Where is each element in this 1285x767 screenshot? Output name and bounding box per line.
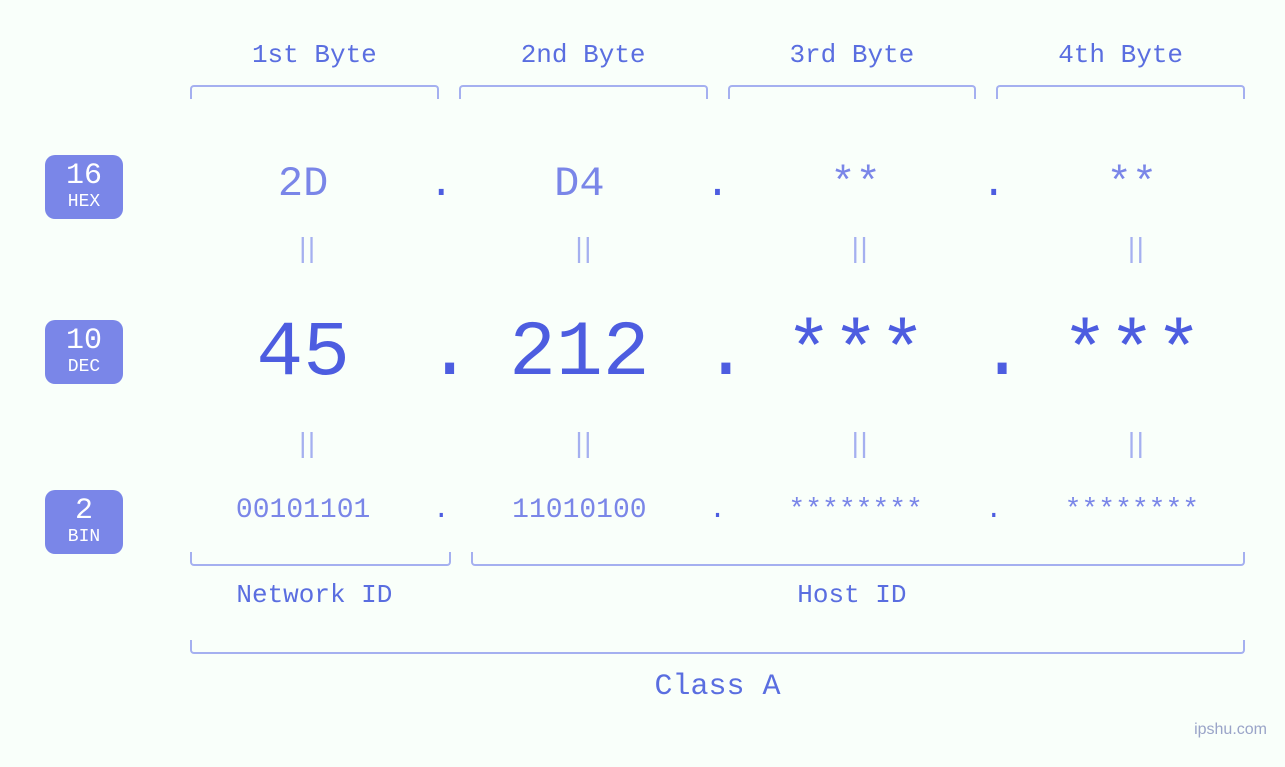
- hex-row: 2D . D4 . ** . **: [180, 160, 1255, 208]
- hex-byte-3: **: [733, 160, 979, 208]
- equals-icon: ||: [180, 430, 426, 461]
- dec-byte-2: 212: [456, 310, 702, 398]
- base-badge-dec: 10 DEC: [45, 320, 123, 384]
- bracket-icon: [190, 640, 1245, 654]
- dot-separator: .: [426, 495, 456, 526]
- dec-row: 45 . 212 . *** . ***: [180, 310, 1255, 398]
- host-id-label: Host ID: [449, 580, 1255, 610]
- equals-icon: ||: [180, 235, 426, 266]
- id-brackets: [180, 552, 1255, 566]
- equals-row: || . || . || . ||: [180, 430, 1255, 461]
- hex-byte-2: D4: [456, 160, 702, 208]
- equals-icon: ||: [456, 235, 702, 266]
- equals-row: || . || . || . ||: [180, 235, 1255, 266]
- network-id-label: Network ID: [180, 580, 449, 610]
- bracket-icon: [459, 85, 708, 99]
- id-labels: Network ID Host ID: [180, 580, 1255, 610]
- bracket-icon: [996, 85, 1245, 99]
- ip-bytes-diagram: 1st Byte 2nd Byte 3rd Byte 4th Byte 16 H…: [0, 0, 1285, 767]
- dot-separator: .: [703, 160, 733, 208]
- dot-separator: .: [426, 310, 456, 398]
- base-label: DEC: [45, 358, 123, 376]
- class-label: Class A: [180, 670, 1255, 704]
- equals-icon: ||: [1009, 430, 1255, 461]
- bracket-icon: [728, 85, 977, 99]
- bin-byte-3: ********: [733, 495, 979, 526]
- equals-icon: ||: [456, 430, 702, 461]
- base-label: BIN: [45, 528, 123, 546]
- base-label: HEX: [45, 193, 123, 211]
- base-number: 16: [45, 161, 123, 191]
- dot-separator: .: [703, 310, 733, 398]
- dot-separator: .: [979, 160, 1009, 208]
- hex-byte-4: **: [1009, 160, 1255, 208]
- dot-separator: .: [979, 495, 1009, 526]
- watermark: ipshu.com: [1194, 721, 1267, 739]
- dec-byte-4: ***: [1009, 310, 1255, 398]
- equals-icon: ||: [733, 430, 979, 461]
- bin-byte-4: ********: [1009, 495, 1255, 526]
- base-number: 2: [45, 496, 123, 526]
- bracket-icon: [471, 552, 1245, 566]
- dot-separator: .: [979, 310, 1009, 398]
- bracket-icon: [190, 85, 439, 99]
- bracket-icon: [190, 552, 451, 566]
- dec-byte-1: 45: [180, 310, 426, 398]
- equals-icon: ||: [733, 235, 979, 266]
- dot-separator: .: [426, 160, 456, 208]
- base-badge-hex: 16 HEX: [45, 155, 123, 219]
- bin-byte-2: 11010100: [456, 495, 702, 526]
- byte-brackets-top: [180, 85, 1255, 99]
- bin-row: 00101101 . 11010100 . ******** . *******…: [180, 495, 1255, 526]
- base-number: 10: [45, 326, 123, 356]
- bin-byte-1: 00101101: [180, 495, 426, 526]
- hex-byte-1: 2D: [180, 160, 426, 208]
- dot-separator: .: [703, 495, 733, 526]
- dec-byte-3: ***: [733, 310, 979, 398]
- base-badge-bin: 2 BIN: [45, 490, 123, 554]
- equals-icon: ||: [1009, 235, 1255, 266]
